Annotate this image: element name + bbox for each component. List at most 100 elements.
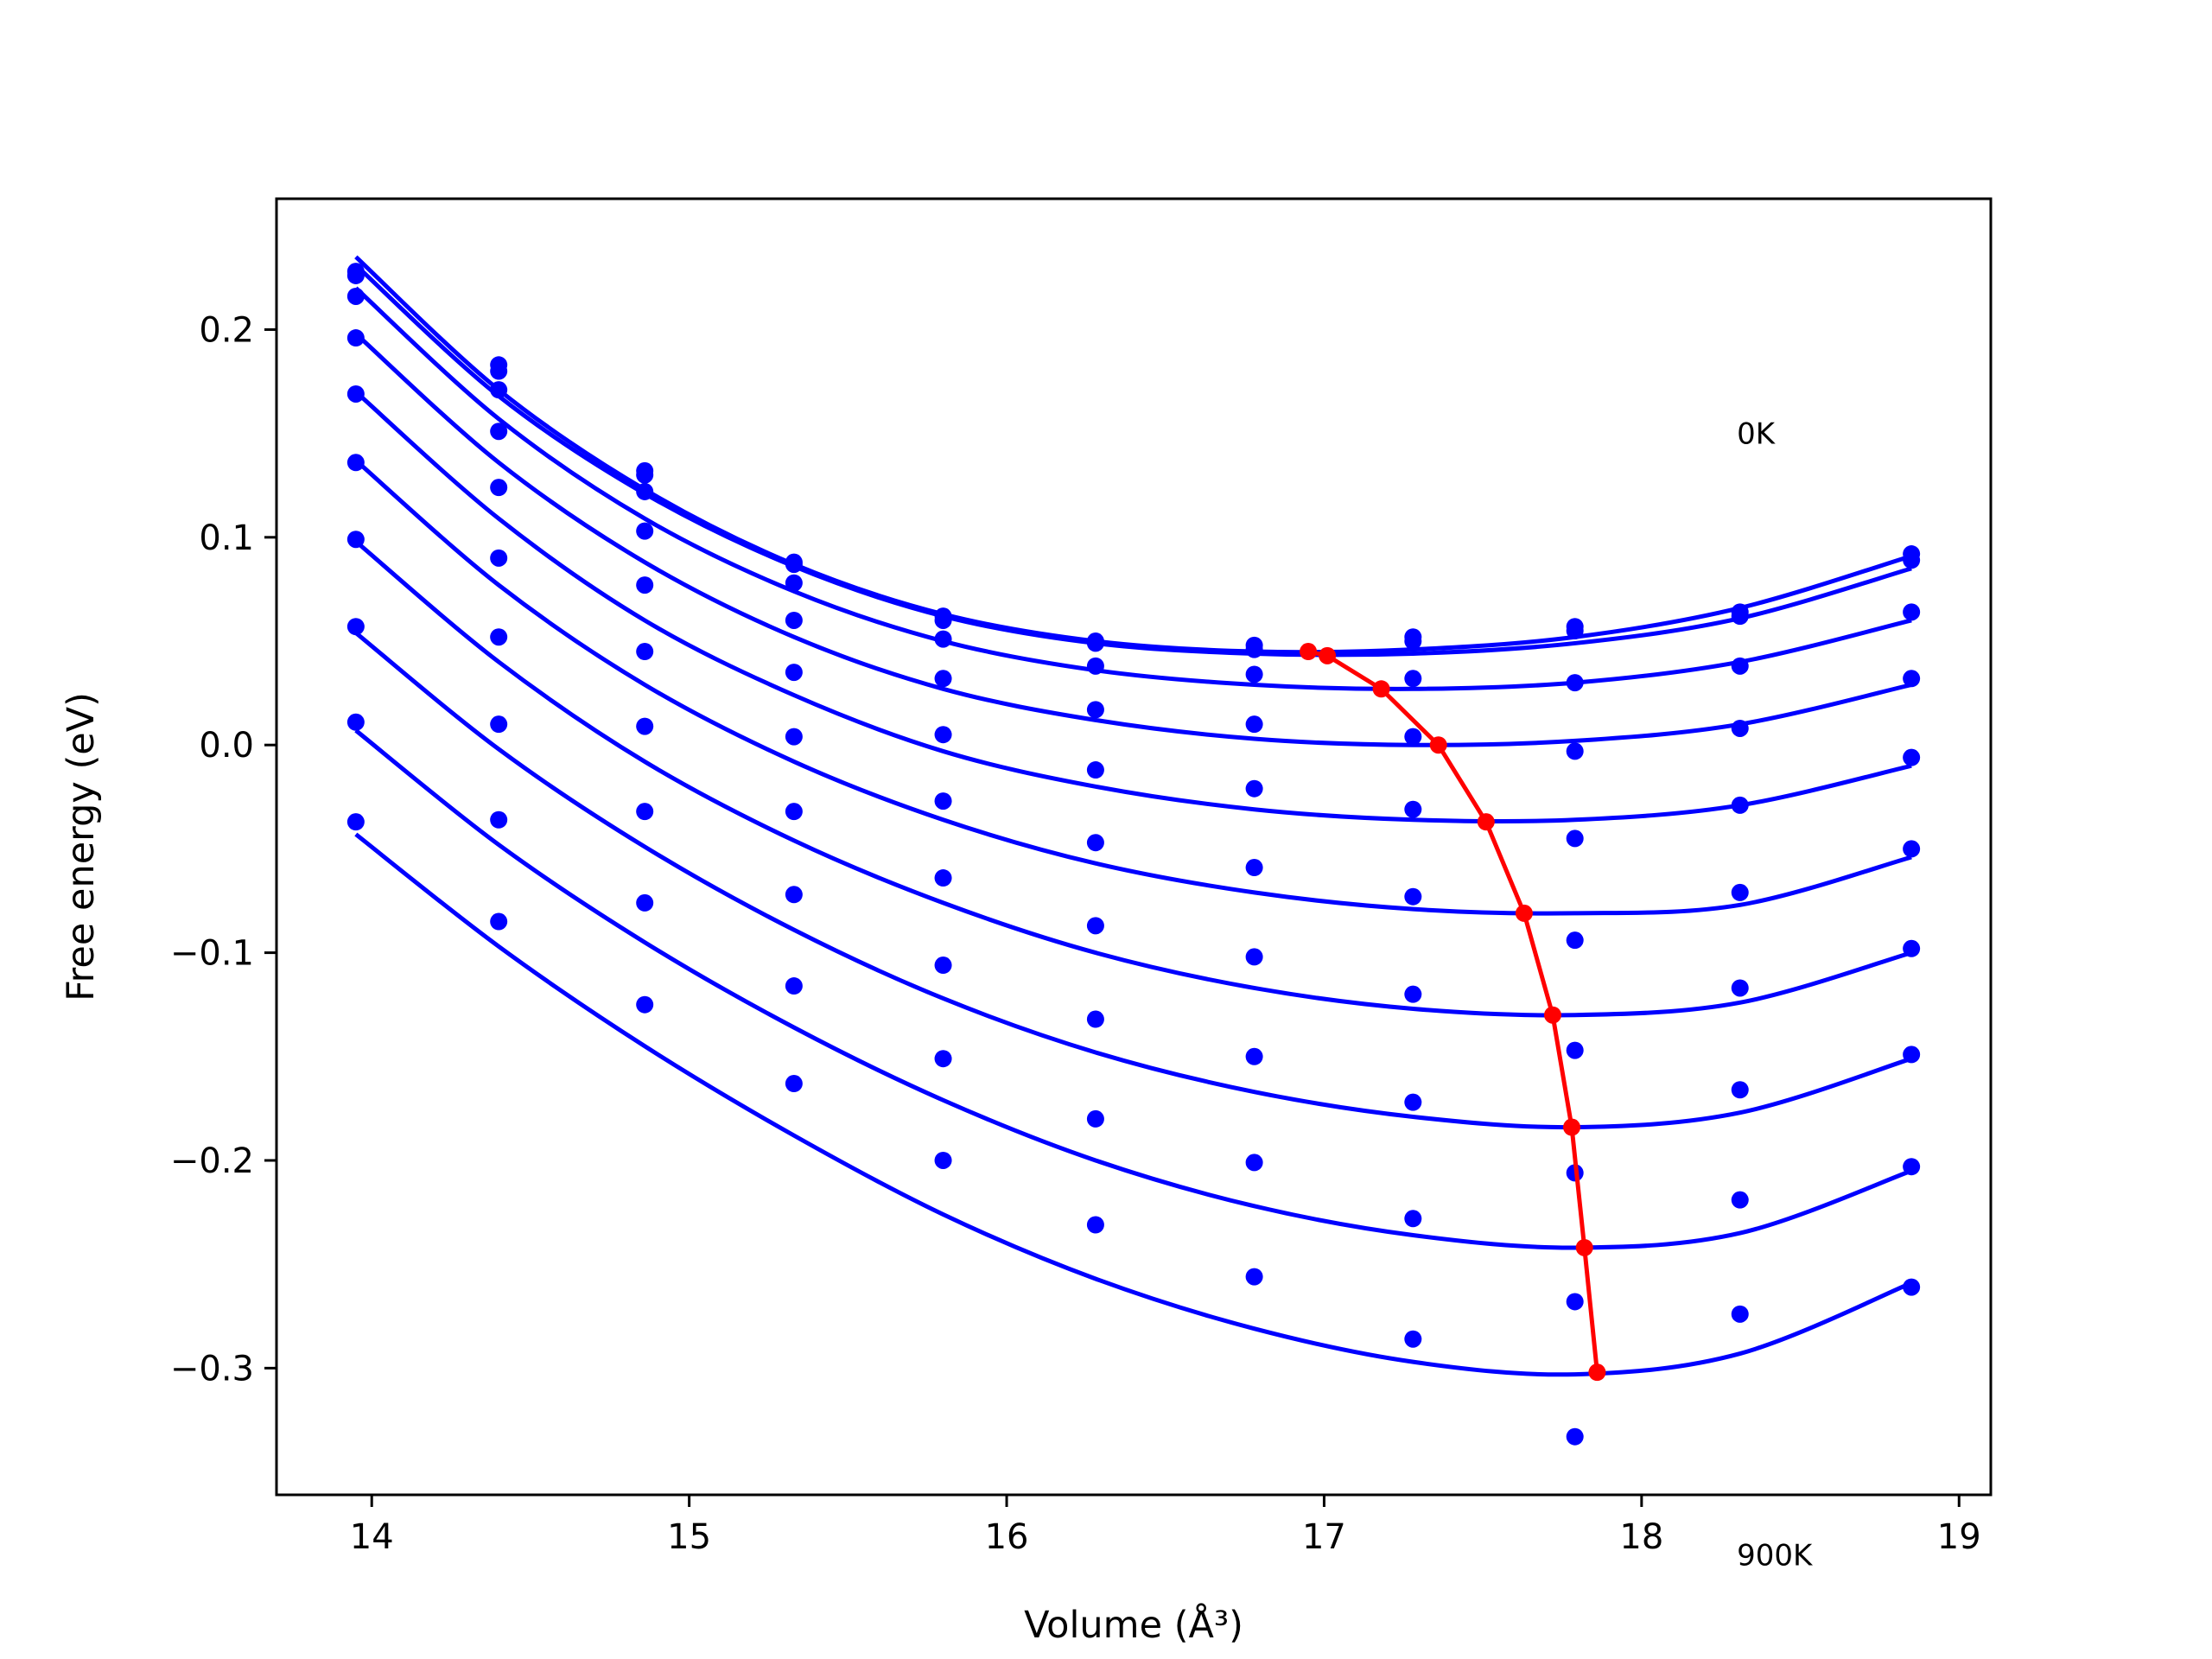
data-point [490,912,508,931]
fit-curve-5 [354,459,1912,916]
data-point [1731,1191,1749,1209]
data-point [1903,1046,1921,1064]
data-point [785,728,803,746]
data-point [1245,665,1263,683]
x-tick-label: 15 [667,1517,711,1557]
data-point [1404,1210,1422,1228]
fit-curve-9 [354,832,1913,1377]
data-point [490,362,508,380]
y-tick-label: 0.0 [199,726,254,766]
data-point [1566,674,1584,692]
data-point [934,630,952,648]
data-point [1086,1216,1104,1234]
x-tick-label: 14 [350,1517,394,1557]
data-point [490,628,508,646]
data-point [934,1151,952,1169]
tick-layer: 14 15 16 17 18 19 −0.3 −0.2 −0.1 0.0 0.1 0.2 [170,310,1981,1557]
fit-curve-1 [354,264,1912,658]
data-point [1086,634,1104,652]
fit-curve-7 [354,631,1912,1130]
data-point [490,479,508,497]
y-tick-label: 0.2 [199,310,254,350]
data-point [1731,883,1749,901]
fit-curves-layer [354,255,1913,1377]
data-point [490,381,508,399]
data-point [1566,1041,1584,1059]
data-point [785,886,803,904]
data-point [1903,748,1921,766]
minimum-point [1563,1118,1581,1136]
data-point [346,454,365,472]
data-point [490,549,508,567]
data-point [934,792,952,810]
data-point [934,1050,952,1068]
data-point [934,726,952,744]
data-point [1566,742,1584,760]
minimum-point [1575,1238,1593,1256]
minimum-point [1588,1363,1606,1382]
fit-curve-3 [354,332,1912,747]
data-point [1566,1293,1584,1311]
x-tick-label: 19 [1937,1517,1981,1557]
data-point [1731,607,1749,626]
data-point [1245,640,1263,658]
data-point [934,611,952,629]
y-axis-label: Free energy (eV) [60,692,103,1001]
fit-curve-4 [354,390,1912,824]
data-points-layer [346,263,1921,1446]
data-point [785,611,803,629]
minimum-point [1300,643,1318,661]
data-point [1566,1427,1584,1446]
data-point [1086,657,1104,675]
fit-curve-6 [354,539,1912,1018]
data-point [1731,657,1749,675]
data-point [1566,931,1584,950]
data-point [490,715,508,734]
data-point [1731,719,1749,737]
minimum-point [1515,904,1533,922]
data-point [1903,1278,1921,1296]
data-point [636,995,654,1014]
data-point [636,803,654,821]
data-point [346,618,365,636]
data-point [1731,1305,1749,1323]
data-point [1731,796,1749,814]
data-point [1404,728,1422,746]
minimum-point [1477,813,1495,831]
x-axis-label: Volume (Å³) [1024,1603,1243,1647]
minima-layer [1300,643,1606,1382]
data-point [1404,985,1422,1003]
data-point [1245,779,1263,798]
y-tick-label: −0.1 [170,934,254,974]
minima-line [1307,649,1599,1373]
data-point [785,556,803,574]
annotation-layer: 0K 900K [1737,417,1814,1573]
data-point [1245,1047,1263,1065]
data-point [1903,840,1921,858]
data-point [1404,632,1422,651]
data-point [346,385,365,403]
data-point [785,664,803,682]
data-point [1086,1109,1104,1128]
data-point [1086,834,1104,852]
data-point [346,813,365,831]
data-point [934,869,952,887]
minimum-point [1319,646,1337,664]
data-point [636,893,654,912]
data-point [1566,830,1584,848]
data-point [490,810,508,829]
data-point [346,329,365,347]
data-point [490,423,508,441]
y-tick-label: −0.3 [170,1349,254,1389]
data-point [346,266,365,284]
data-point [1404,1330,1422,1348]
minimum-point [1543,1006,1561,1024]
data-point [1404,887,1422,906]
data-point [1086,701,1104,719]
data-point [1903,603,1921,621]
data-point [636,482,654,500]
data-point [636,466,654,484]
y-tick-label: 0.1 [199,518,254,558]
data-point [1245,1268,1263,1286]
